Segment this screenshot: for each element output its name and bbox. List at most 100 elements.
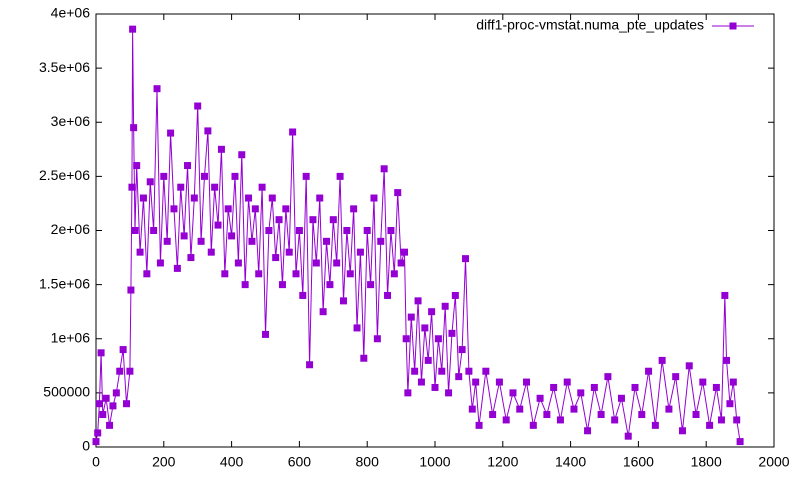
point-marker: [336, 172, 344, 180]
point-marker: [289, 128, 297, 136]
x-tick-label: 1000: [419, 454, 450, 470]
point-marker: [97, 349, 105, 357]
point-marker: [431, 383, 439, 391]
y-tick-label: 2.5e+06: [39, 167, 90, 183]
point-marker: [309, 216, 317, 224]
point-marker: [712, 383, 720, 391]
point-marker: [729, 378, 737, 386]
x-tick-label: 1600: [623, 454, 654, 470]
point-marker: [302, 172, 310, 180]
point-marker: [638, 411, 646, 419]
point-marker: [482, 367, 490, 375]
point-marker: [312, 259, 320, 267]
point-marker: [458, 346, 466, 354]
point-marker: [329, 216, 337, 224]
point-marker: [387, 227, 395, 234]
point-marker: [397, 259, 405, 267]
x-tick-label: 1800: [691, 454, 722, 470]
point-marker: [475, 421, 483, 429]
point-marker: [258, 183, 266, 191]
point-marker: [251, 205, 259, 213]
point-marker: [170, 205, 178, 213]
point-marker: [187, 254, 195, 262]
point-marker: [194, 102, 202, 110]
x-tick-label: 400: [220, 454, 244, 470]
point-marker: [299, 291, 307, 299]
point-marker: [428, 308, 436, 316]
point-marker: [207, 248, 215, 256]
point-marker: [384, 291, 392, 299]
point-marker: [106, 421, 114, 429]
point-marker: [245, 194, 253, 202]
point-marker: [116, 367, 124, 375]
point-marker: [509, 389, 517, 397]
point-marker: [404, 389, 412, 397]
point-marker: [373, 335, 381, 343]
point-marker: [214, 221, 222, 229]
point-marker: [360, 354, 368, 362]
point-marker: [356, 248, 364, 256]
point-marker: [685, 362, 693, 370]
point-marker: [400, 248, 408, 256]
point-marker: [129, 25, 137, 33]
point-marker: [177, 183, 185, 191]
point-marker: [127, 286, 135, 294]
point-marker: [173, 264, 181, 272]
point-marker: [726, 400, 734, 408]
point-marker: [285, 248, 293, 256]
point-marker: [133, 162, 141, 170]
point-marker: [126, 367, 134, 375]
point-marker: [706, 421, 714, 429]
point-marker: [672, 373, 680, 381]
point-marker: [465, 367, 473, 375]
point-marker: [333, 259, 341, 267]
legend-label: diff1-proc-vmstat.numa_pte_updates: [476, 17, 704, 33]
point-marker: [363, 227, 371, 234]
point-marker: [211, 183, 219, 191]
point-marker: [92, 438, 100, 446]
point-marker: [390, 270, 398, 278]
point-marker: [136, 248, 144, 256]
point-marker: [736, 438, 744, 446]
point-marker: [367, 281, 375, 289]
point-marker: [489, 411, 497, 419]
x-tick-label: 2000: [758, 454, 789, 470]
point-marker: [94, 429, 102, 437]
point-marker: [343, 227, 351, 234]
point-marker: [414, 297, 422, 305]
point-marker: [438, 367, 446, 375]
x-tick-label: 600: [288, 454, 312, 470]
point-marker: [617, 394, 625, 402]
point-marker: [556, 416, 564, 424]
point-marker: [262, 330, 269, 338]
point-marker: [153, 85, 161, 93]
point-marker: [563, 378, 571, 386]
point-marker: [275, 216, 283, 224]
point-marker: [723, 356, 731, 364]
point-marker: [119, 346, 127, 354]
point-marker: [130, 124, 138, 132]
point-marker: [468, 405, 476, 413]
point-marker: [190, 194, 198, 202]
point-marker: [717, 416, 725, 424]
point-marker: [231, 172, 239, 180]
y-tick-label: 3.5e+06: [39, 59, 90, 75]
point-marker: [536, 394, 544, 402]
point-marker: [445, 389, 453, 397]
point-marker: [109, 402, 117, 410]
point-marker: [370, 194, 378, 202]
point-marker: [184, 162, 192, 170]
point-marker: [295, 227, 303, 234]
point-marker: [197, 237, 205, 245]
point-marker: [268, 194, 276, 202]
y-tick-label: 1e+06: [51, 329, 91, 345]
x-tick-label: 1200: [487, 454, 518, 470]
y-tick-label: 500000: [43, 384, 90, 400]
point-marker: [146, 178, 154, 186]
point-marker: [611, 416, 619, 424]
point-marker: [502, 416, 510, 424]
point-marker: [282, 205, 290, 213]
point-marker: [272, 254, 280, 262]
